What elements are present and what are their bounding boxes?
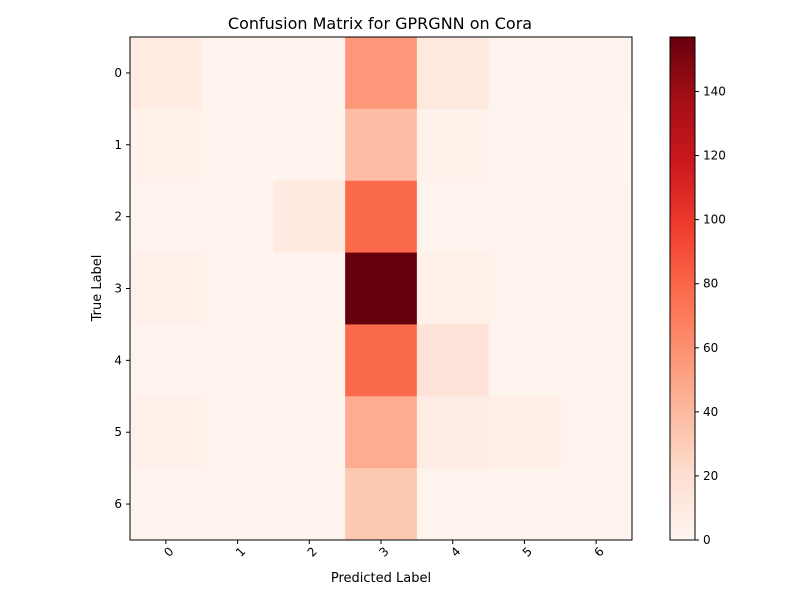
colorbar-tick-label: 60: [703, 341, 718, 355]
heatmap-cell-3-0: [130, 252, 203, 325]
heatmap-cell-2-2: [273, 180, 346, 254]
colorbar-tick-label: 100: [703, 213, 726, 227]
y-tick-label: 2: [114, 210, 122, 224]
heatmap-cell-5-6: [560, 396, 633, 469]
heatmap-cell-0-2: [273, 37, 346, 110]
chart-title: Confusion Matrix for GPRGNN on Cora: [228, 14, 532, 33]
colorbar-tick-label: 20: [703, 469, 718, 483]
heatmap-cell-2-3: [345, 180, 418, 254]
heatmap-cell-4-6: [560, 324, 633, 397]
heatmap-cell-4-5: [488, 324, 561, 397]
heatmap-cell-0-0: [130, 37, 203, 110]
y-axis-label: True Label: [90, 255, 105, 323]
heatmap-cell-0-3: [345, 37, 418, 110]
heatmap-cell-1-2: [273, 108, 346, 182]
heatmap-cell-2-4: [416, 180, 490, 254]
colorbar-tick-label: 0: [703, 533, 711, 547]
heatmap-cell-3-2: [273, 252, 346, 325]
heatmap-cell-6-5: [488, 468, 561, 541]
heatmap-cell-1-6: [560, 108, 633, 182]
heatmap-cell-5-3: [345, 396, 418, 469]
heatmap-cell-0-4: [416, 37, 490, 110]
y-tick-label: 6: [114, 497, 122, 511]
colorbar-tick-label: 80: [703, 277, 718, 291]
heatmap-cell-0-5: [488, 37, 561, 110]
heatmap-cell-1-4: [416, 108, 490, 182]
heatmap-cell-3-5: [488, 252, 561, 325]
heatmap-cell-6-4: [416, 468, 490, 541]
x-axis-label: Predicted Label: [331, 571, 431, 586]
y-tick-label: 5: [114, 425, 122, 439]
heatmap-cell-2-6: [560, 180, 633, 254]
heatmap-cell-0-1: [201, 37, 274, 110]
heatmap-cell-6-3: [345, 468, 418, 541]
heatmap-cell-5-2: [273, 396, 346, 469]
y-axis-ticks: 0 1 2 3 4 5 6: [114, 66, 130, 511]
heatmap-cell-5-5: [488, 396, 561, 469]
heatmap-cell-3-4: [416, 252, 490, 325]
y-tick-label: 1: [114, 138, 122, 152]
heatmap-cell-6-0: [130, 468, 203, 541]
heatmap-cell-5-4: [416, 396, 490, 469]
heatmap-cell-2-0: [130, 180, 203, 254]
heatmap-cell-4-3: [345, 324, 418, 397]
colorbar-tick-label: 40: [703, 405, 718, 419]
heatmap-cell-2-1: [201, 180, 274, 254]
heatmap-cells: [130, 37, 633, 541]
heatmap-cell-1-3: [345, 108, 418, 182]
colorbar: [669, 36, 696, 541]
heatmap-cell-1-0: [130, 108, 203, 182]
colorbar-tick-label: 140: [703, 84, 726, 98]
y-tick-label: 4: [114, 353, 122, 367]
heatmap-cell-5-1: [201, 396, 274, 469]
heatmap-cell-4-1: [201, 324, 274, 397]
heatmap-cell-1-5: [488, 108, 561, 182]
heatmap-cell-3-1: [201, 252, 274, 325]
heatmap-cell-4-4: [416, 324, 490, 397]
y-tick-label: 0: [114, 66, 122, 80]
colorbar-ticks: 0 20 40 60 80 100 120 140: [695, 84, 726, 547]
colorbar-tick-label: 120: [703, 149, 726, 163]
heatmap-cell-2-5: [488, 180, 561, 254]
y-tick-label: 3: [114, 282, 122, 296]
heatmap-cell-4-0: [130, 324, 203, 397]
heatmap-cell-5-0: [130, 396, 203, 469]
heatmap-cell-1-1: [201, 108, 274, 182]
heatmap-cell-6-6: [560, 468, 633, 541]
heatmap-cell-3-6: [560, 252, 633, 325]
heatmap-cell-4-2: [273, 324, 346, 397]
heatmap-cell-6-1: [201, 468, 274, 541]
heatmap-cell-6-2: [273, 468, 346, 541]
heatmap-cell-0-6: [560, 37, 633, 110]
heatmap-cell-3-3: [345, 252, 418, 325]
